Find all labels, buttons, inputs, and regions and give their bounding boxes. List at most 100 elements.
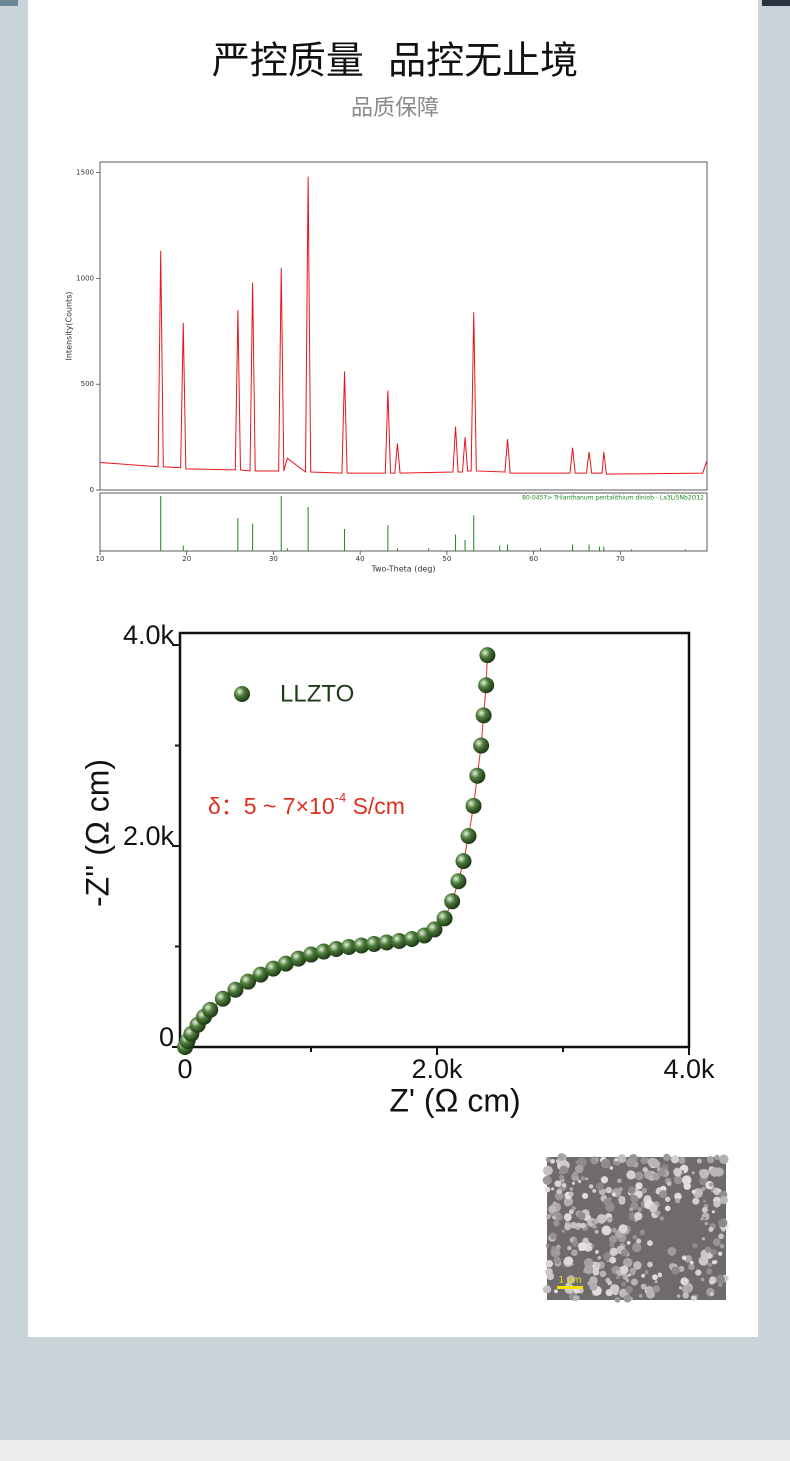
data-point [403,930,420,947]
sem-particle [691,1189,696,1194]
x-tick-label: 4.0k [663,1054,715,1084]
sem-particle [702,1199,707,1203]
sem-particle [641,1273,646,1278]
sem-particle [670,1155,680,1164]
sem-particle [578,1242,587,1251]
sem-particle [695,1269,702,1276]
sem-particle [721,1227,726,1232]
x-tick-label: 50 [442,555,451,563]
x-tick-label: 30 [269,555,278,563]
data-point [455,853,472,870]
sem-particle [666,1181,672,1187]
legend-label: LLZTO [280,680,354,707]
sem-particle [654,1280,658,1284]
data-point [214,990,231,1007]
data-point [265,960,282,977]
sem-particle [680,1277,689,1286]
sem-particle [657,1168,666,1177]
sem-particle [593,1218,599,1224]
sem-particle [690,1295,697,1301]
x-axis-label: Z' (Ω cm) [389,1082,520,1118]
sem-particle [571,1181,576,1185]
sem-particle [678,1265,685,1272]
sem-particle [614,1296,621,1303]
sem-particle [561,1183,567,1188]
sem-particle [630,1201,639,1210]
sem-particle [558,1174,565,1181]
sem-particle [600,1176,609,1184]
sem-particle [576,1222,582,1228]
sem-particle [609,1166,614,1170]
sem-particle [601,1225,612,1236]
sem-particle [718,1233,724,1240]
sem-particle [580,1176,586,1181]
sem-particle [623,1257,633,1268]
data-point [240,973,257,990]
sem-particle [634,1211,643,1221]
sem-particle [659,1216,665,1221]
sem-particle [700,1277,705,1282]
sem-particle [647,1261,653,1268]
sem-particle [652,1160,661,1169]
sem-particle [667,1247,677,1256]
sem-particle [682,1292,689,1299]
sem-particle [553,1219,560,1227]
sem-particle [573,1236,577,1241]
corner [0,0,18,6]
sem-particle [575,1164,584,1174]
sem-particle [599,1270,607,1278]
data-point [202,1001,219,1018]
sem-particle [699,1176,708,1186]
data-point [475,707,492,724]
sem-particle [630,1278,638,1286]
sem-particle [594,1229,599,1234]
sem-particle [702,1216,707,1221]
data-point [227,981,244,998]
y-tick-label: 0 [90,486,94,494]
data-point [473,737,490,754]
sem-particle [611,1192,617,1197]
sem-particle [647,1240,653,1247]
sem-particle [564,1256,574,1266]
x-tick-label: 2.0k [411,1054,463,1084]
sem-particle [552,1201,557,1206]
sem-particle [652,1172,660,1181]
sem-particle [544,1186,551,1193]
sem-particle [633,1261,642,1270]
sem-particle [711,1260,717,1265]
sem-particle [592,1268,600,1276]
sem-particle [618,1198,626,1205]
sem-particle [640,1283,647,1290]
sem-particle [673,1175,683,1185]
sem-particle [582,1192,589,1199]
sem-particle [557,1153,566,1162]
sem-particle [632,1234,638,1240]
sem-particle [542,1175,552,1185]
data-point [277,955,294,972]
sem-particle [543,1165,553,1176]
sem-particle [555,1213,563,1221]
sem-particle [622,1273,629,1280]
sem-particle [632,1242,642,1253]
data-point [460,827,477,844]
sem-particle [609,1242,615,1248]
sem-particle [588,1184,594,1189]
data-point [426,921,443,938]
sem-particle [717,1188,722,1193]
sem-particle [577,1212,586,1220]
sem-particle [614,1158,618,1162]
sem-particle [701,1186,706,1192]
data-point [391,932,408,949]
sem-particle [642,1167,648,1173]
data-point [366,936,383,953]
sem-particle [594,1262,601,1269]
sem-particle [580,1222,586,1229]
sem-particle [676,1294,681,1298]
sem-particle [639,1229,646,1236]
data-point [290,950,307,967]
sem-particle [605,1288,613,1297]
sem-particle [641,1187,648,1194]
sem-particle [573,1176,578,1181]
